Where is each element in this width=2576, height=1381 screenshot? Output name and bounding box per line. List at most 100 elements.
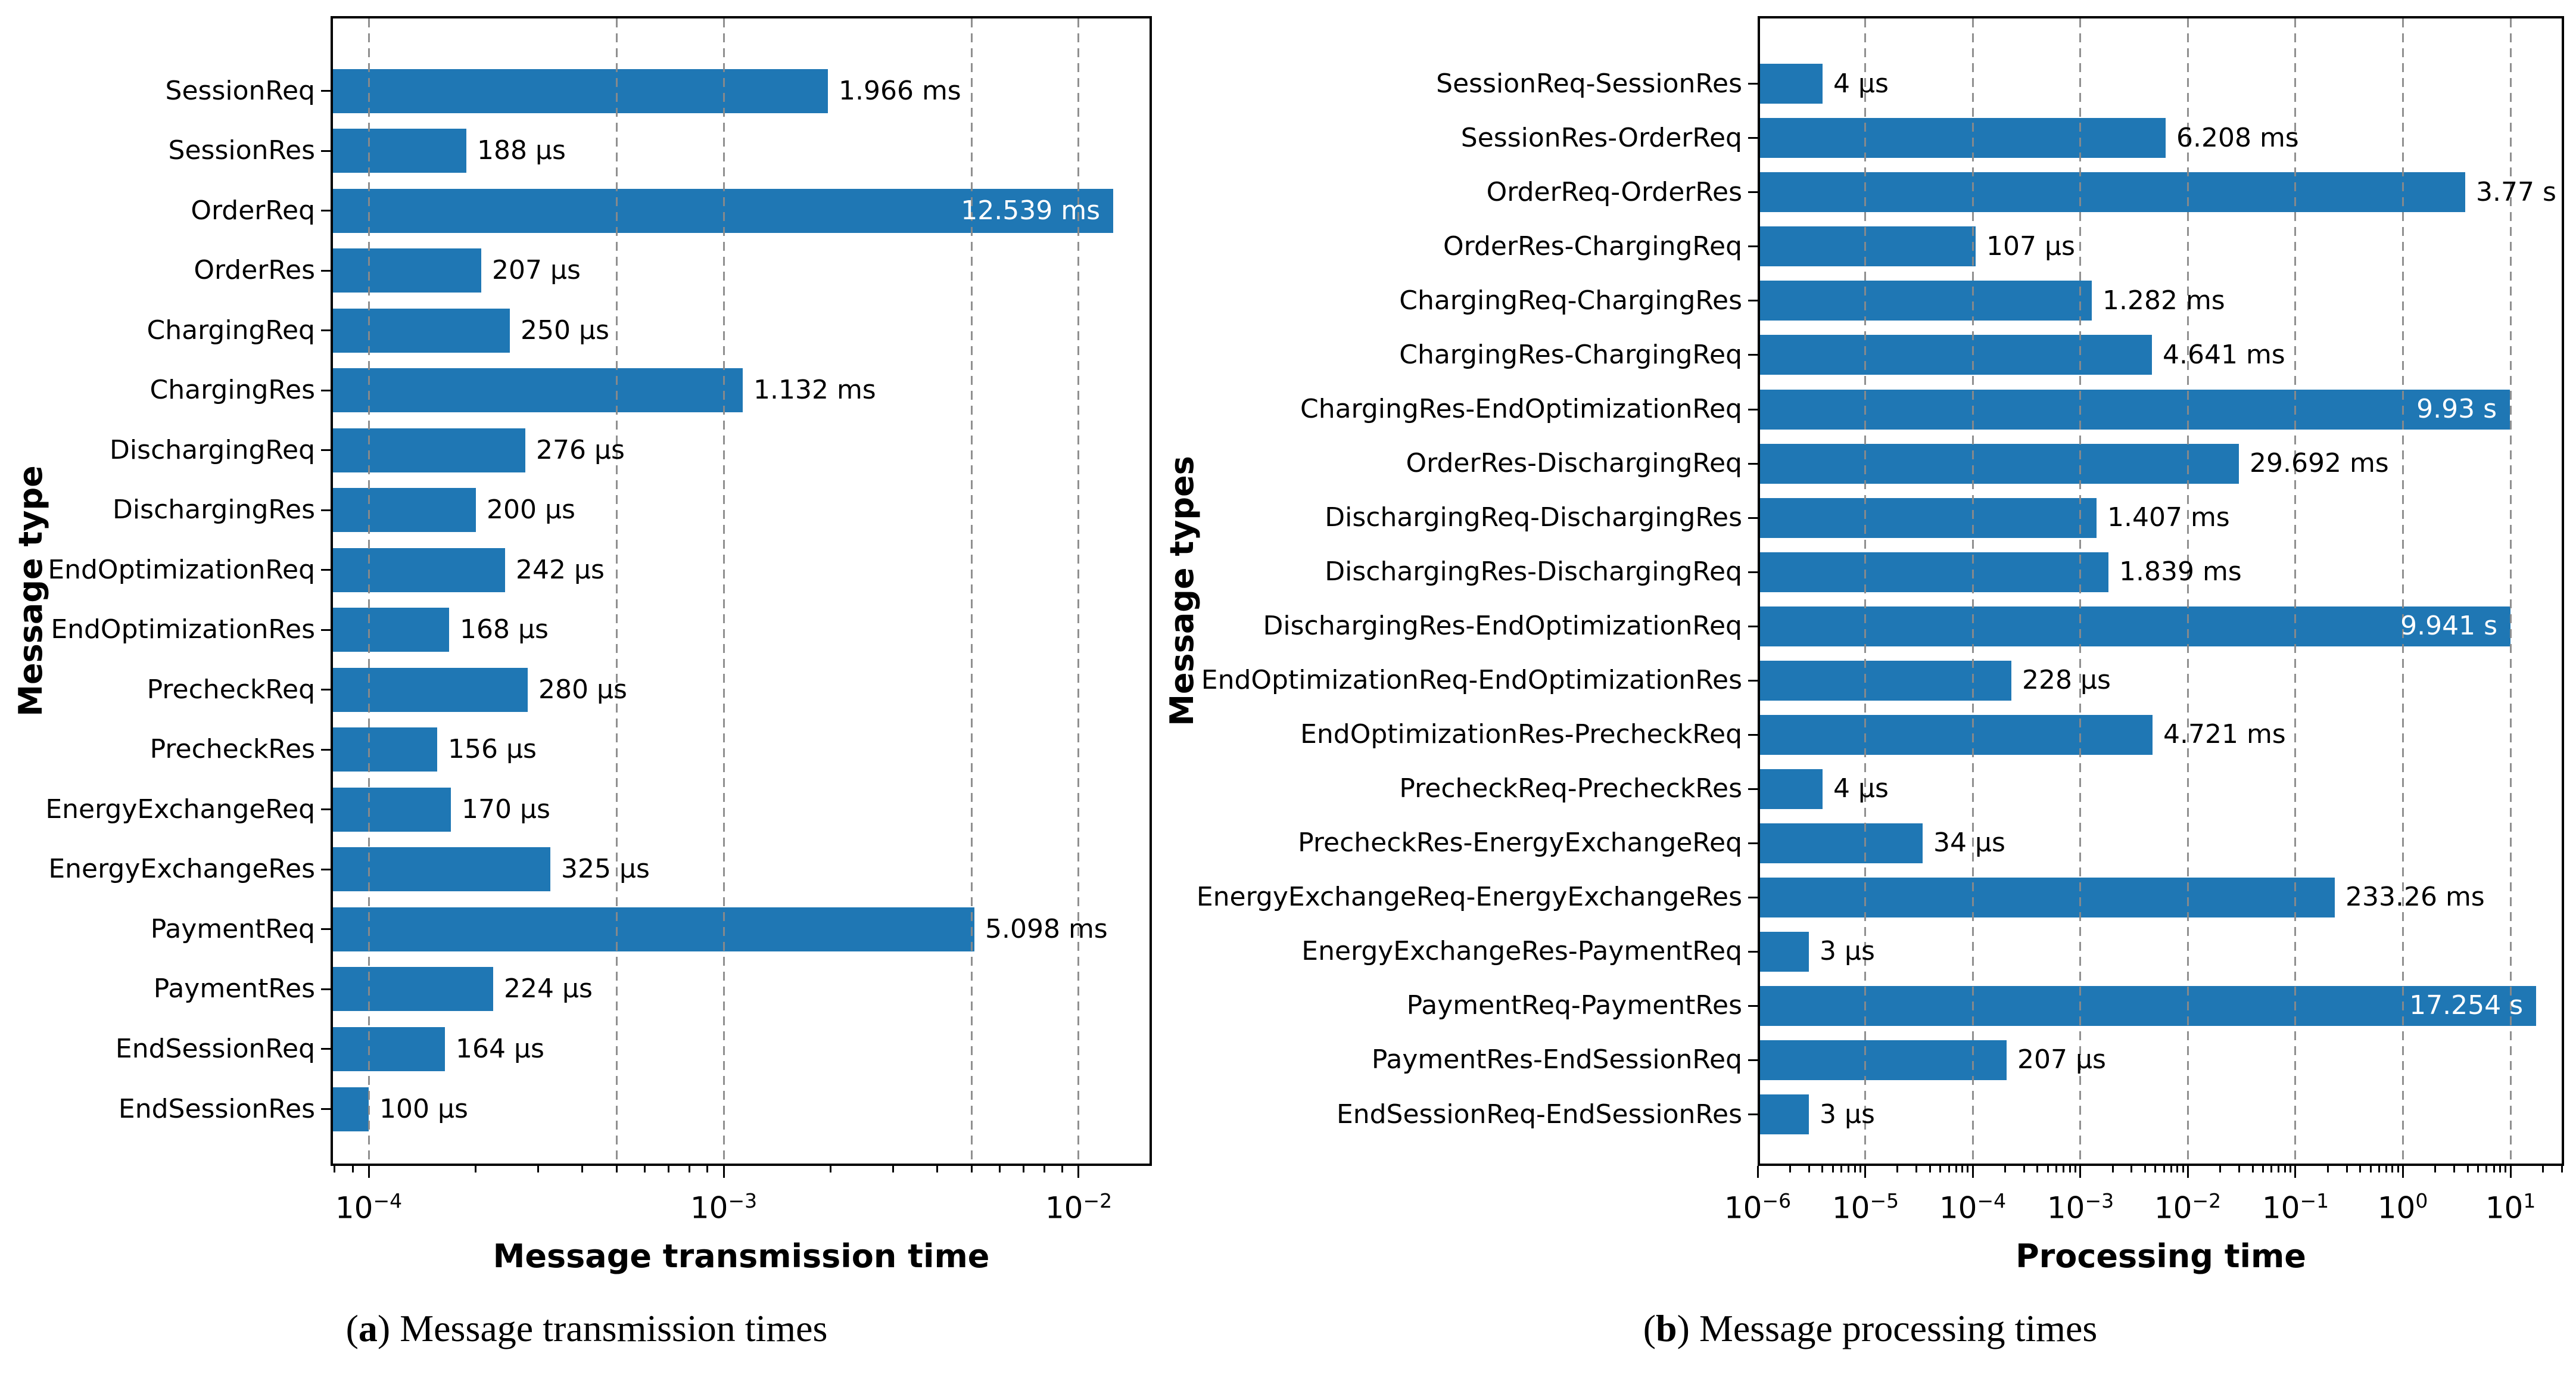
x-tick-label: 10−1: [2262, 1189, 2329, 1226]
x-tick-minor: [2023, 1166, 2025, 1172]
bar-value-label: 207 µs: [2017, 1044, 2106, 1075]
bar-value-label: 250 µs: [521, 315, 609, 346]
y-tick: [1748, 300, 1758, 301]
y-tick-label: SessionReq-SessionRes: [1436, 69, 1742, 99]
x-axis-label: Message transmission time: [493, 1237, 990, 1275]
x-tick-minor: [644, 1166, 646, 1172]
y-tick-label: PrecheckReq-PrecheckRes: [1399, 773, 1742, 804]
bar: [332, 1027, 445, 1071]
x-tick-minor: [2055, 1166, 2057, 1172]
bar: [1759, 172, 2465, 212]
caption-text: Message transmission times: [400, 1307, 828, 1349]
gridline: [368, 18, 370, 1164]
x-tick-minor: [2144, 1166, 2146, 1172]
y-tick-label: EndSessionReq-EndSessionRes: [1336, 1099, 1742, 1130]
bar: [1759, 498, 2097, 538]
bar-value-label: 1.407 ms: [2107, 502, 2230, 533]
bar: [1759, 552, 2108, 592]
x-tick-label: 10−4: [1939, 1189, 2007, 1226]
x-tick-minor: [668, 1166, 669, 1172]
x-tick-minor: [2284, 1166, 2286, 1172]
bar-value-label: 1.282 ms: [2102, 285, 2225, 316]
x-tick-minor: [2290, 1166, 2291, 1172]
y-tick: [321, 449, 331, 451]
x-tick-minor: [706, 1166, 708, 1172]
bar-value-label: 34 µs: [1933, 828, 2005, 858]
bar: [1759, 118, 2166, 158]
y-tick-label: EndOptimizationReq: [48, 555, 315, 585]
bar: [332, 248, 481, 293]
x-tick-major: [1757, 1166, 1759, 1178]
x-tick-major: [2187, 1166, 2189, 1178]
x-tick-minor: [2499, 1166, 2501, 1172]
x-tick-label: 10−3: [2047, 1189, 2114, 1226]
y-tick-label: EndOptimizationRes: [51, 614, 315, 645]
bar-value-label: 233.26 ms: [2346, 882, 2485, 912]
y-tick: [321, 1048, 331, 1050]
bar: [1759, 878, 2335, 917]
bar-value-label: 4.641 ms: [2163, 340, 2285, 370]
y-tick-label: ChargingRes: [149, 375, 315, 405]
y-tick: [321, 808, 331, 810]
y-tick-label: PaymentRes: [153, 973, 315, 1004]
y-tick: [1748, 1059, 1758, 1061]
x-tick-label: 10−2: [1045, 1189, 1113, 1226]
y-tick: [321, 988, 331, 990]
bar-value-label: 5.098 ms: [985, 914, 1108, 944]
bar: [332, 967, 493, 1011]
x-tick-minor: [2130, 1166, 2132, 1172]
x-tick-minor: [2170, 1166, 2172, 1172]
y-tick-label: ChargingReq: [147, 315, 315, 346]
x-tick-major: [1864, 1166, 1866, 1178]
bar-value-label: 1.132 ms: [753, 375, 876, 405]
bar: [332, 368, 743, 412]
gridline: [1864, 18, 1866, 1164]
y-tick: [1748, 409, 1758, 410]
x-tick-minor: [2176, 1166, 2178, 1172]
y-tick-label: DischargingRes-DischargingReq: [1325, 556, 1742, 587]
bar: [332, 309, 510, 353]
y-tick-label: PaymentRes-EndSessionReq: [1371, 1044, 1742, 1075]
x-tick-minor: [1948, 1166, 1950, 1172]
bar: [1759, 823, 1923, 863]
x-tick-major: [2402, 1166, 2404, 1178]
y-tick: [321, 749, 331, 751]
bar: [1759, 986, 2536, 1026]
y-tick-label: OrderRes-DischargingReq: [1406, 448, 1742, 478]
bar-value-label: 3 µs: [1820, 936, 1875, 966]
bar-value-label: 170 µs: [462, 794, 550, 825]
y-tick-label: EnergyExchangeReq-EnergyExchangeRes: [1196, 882, 1742, 912]
y-tick: [1748, 788, 1758, 790]
bar-value-label: 228 µs: [2022, 665, 2111, 695]
x-tick-minor: [2154, 1166, 2156, 1172]
y-tick-label: EndOptimizationReq-EndOptimizationRes: [1201, 665, 1742, 695]
x-tick-major: [1972, 1166, 1974, 1178]
x-tick-minor: [1044, 1166, 1045, 1172]
gridline: [2402, 18, 2404, 1164]
x-tick-minor: [1832, 1166, 1834, 1172]
y-tick: [321, 569, 331, 571]
x-tick-minor: [2467, 1166, 2469, 1172]
caption-close-paren: ): [377, 1307, 391, 1349]
y-tick: [1748, 245, 1758, 247]
x-tick-minor: [2542, 1166, 2544, 1172]
x-tick-minor: [2004, 1166, 2006, 1172]
gridline: [2187, 18, 2189, 1164]
y-tick: [1748, 354, 1758, 356]
bar: [1759, 932, 1809, 972]
bar-value-label: 4 µs: [1833, 69, 1889, 99]
bar-value-label: 4.721 ms: [2163, 719, 2286, 749]
y-tick: [1748, 191, 1758, 193]
y-tick-label: DischargingRes: [113, 494, 315, 525]
y-tick: [321, 928, 331, 930]
x-tick-minor: [1061, 1166, 1063, 1172]
bar: [332, 608, 449, 652]
bar: [332, 428, 525, 472]
x-tick-minor: [2378, 1166, 2380, 1172]
gridline: [2510, 18, 2512, 1164]
x-tick-major: [1077, 1166, 1079, 1178]
y-tick: [1748, 463, 1758, 465]
subfigure-caption-b: (b) Message processing times: [1453, 1305, 2287, 1352]
x-tick-minor: [2453, 1166, 2455, 1172]
bar: [1759, 769, 1823, 809]
